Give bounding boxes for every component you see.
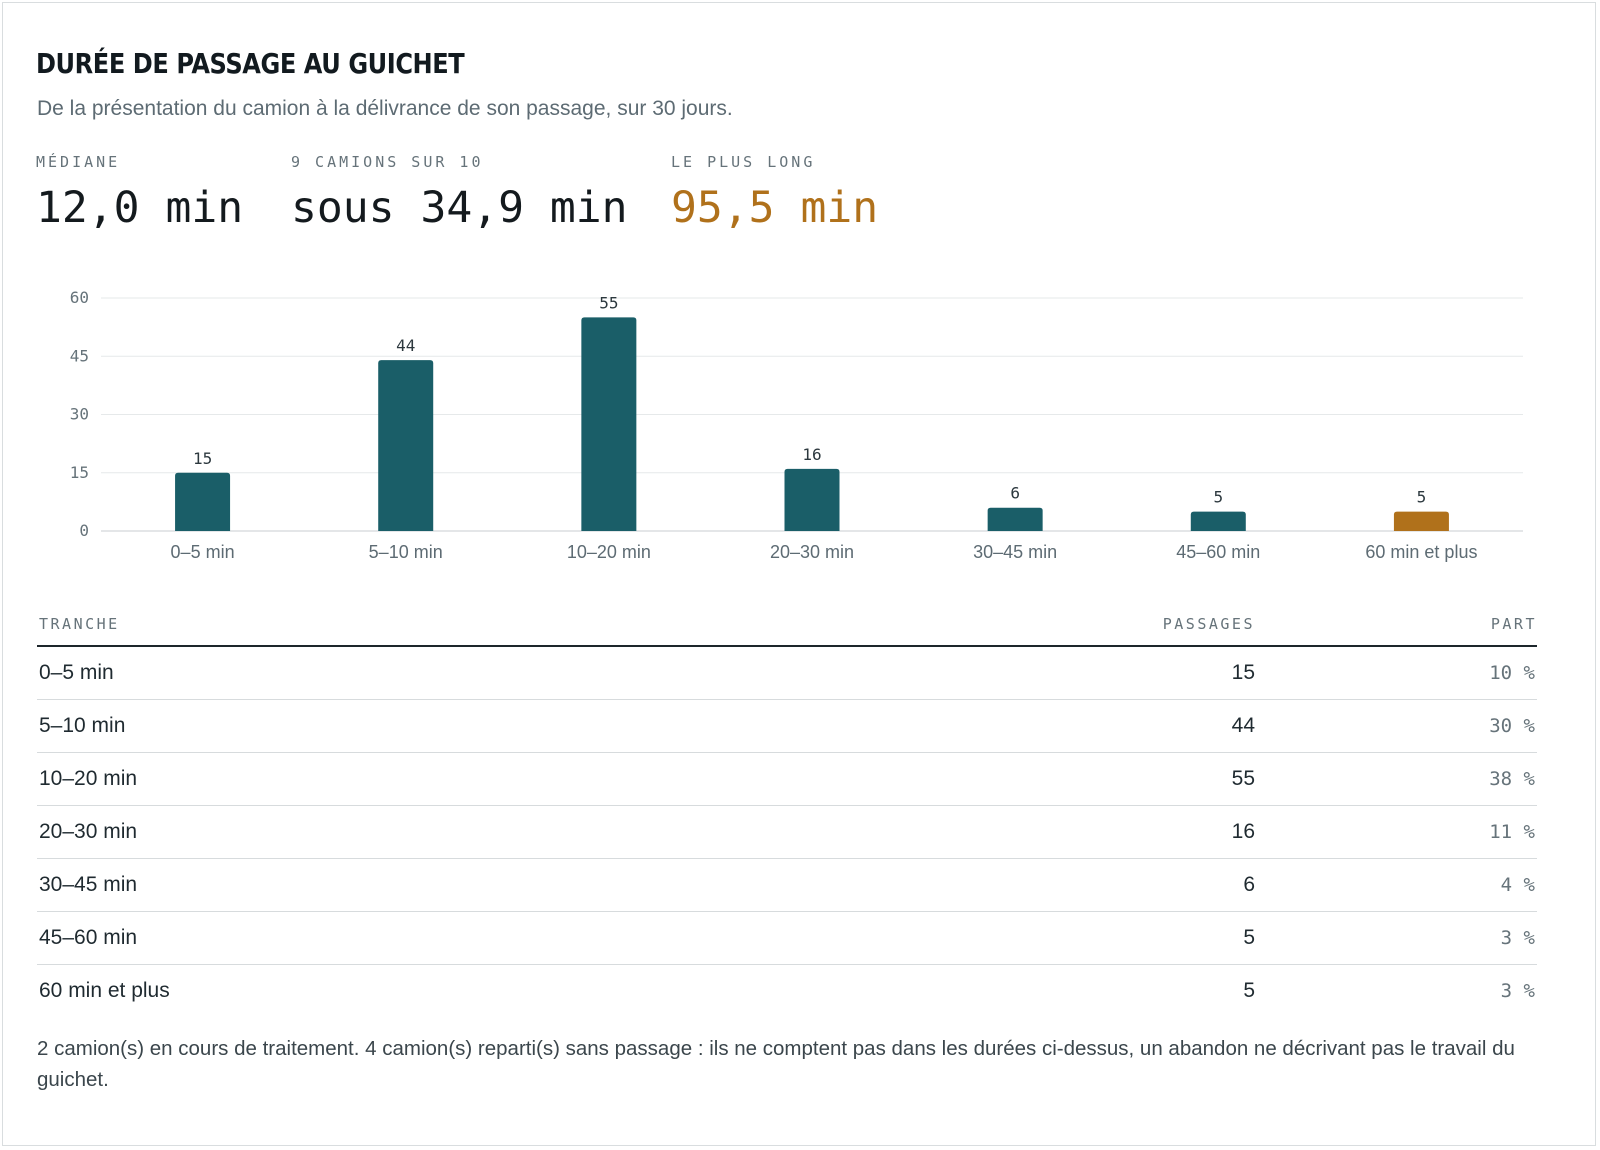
- table-row: 10–20 min 55 38 %: [37, 753, 1537, 806]
- row-share: 10 %: [1489, 662, 1535, 684]
- row-count: 16: [1231, 820, 1255, 843]
- table-row: 30–45 min 6 4 %: [37, 859, 1537, 912]
- bar-value-label: 6: [1010, 484, 1020, 503]
- row-range: 5–10 min: [39, 714, 126, 737]
- footnote: 2 camion(s) en cours de traitement. 4 ca…: [37, 1037, 1515, 1091]
- stat-ninety-value: sous 34,9 min: [291, 183, 628, 233]
- y-tick-label: 45: [70, 346, 89, 365]
- bar: [581, 317, 637, 531]
- x-tick-label: 60 min et plus: [1365, 542, 1477, 562]
- bar: [1190, 511, 1246, 531]
- row-range: 10–20 min: [39, 767, 138, 790]
- row-range: 20–30 min: [39, 820, 138, 843]
- bar: [784, 468, 840, 531]
- y-tick-label: 30: [70, 405, 89, 424]
- row-share: 4 %: [1500, 874, 1535, 896]
- header-range: TRANCHE: [39, 615, 120, 633]
- stat-ninety-label: 9 CAMIONS SUR 10: [291, 153, 484, 171]
- bar-value-label: 5: [1417, 488, 1427, 507]
- x-tick-label: 20–30 min: [770, 542, 854, 562]
- bar: [378, 360, 434, 531]
- row-count: 5: [1243, 926, 1255, 949]
- row-range: 30–45 min: [39, 873, 138, 896]
- table-row: 0–5 min 15 10 %: [37, 647, 1537, 700]
- bar: [1393, 511, 1449, 531]
- stat-ninety: 9 CAMIONS SUR 10 sous 34,9 min: [291, 153, 628, 233]
- table-row: 45–60 min 5 3 %: [37, 912, 1537, 965]
- x-tick-label: 10–20 min: [567, 542, 651, 562]
- breakdown-table: TRANCHE PASSAGES PART 0–5 min 15 10 % 5–…: [37, 609, 1537, 1017]
- stat-longest-value: 95,5 min: [671, 183, 879, 233]
- x-tick-label: 5–10 min: [369, 542, 443, 562]
- chart-title: DURÉE DE PASSAGE AU GUICHET: [36, 47, 465, 80]
- chart-subtitle: De la présentation du camion à la délivr…: [37, 97, 733, 120]
- row-range: 60 min et plus: [39, 979, 170, 1002]
- row-range: 0–5 min: [39, 661, 114, 684]
- row-count: 15: [1231, 661, 1255, 684]
- row-share: 38 %: [1489, 768, 1535, 790]
- stat-median-label: MÉDIANE: [36, 153, 121, 171]
- y-tick-label: 0: [79, 521, 89, 540]
- x-tick-label: 0–5 min: [171, 542, 235, 562]
- bar-value-label: 5: [1213, 488, 1223, 507]
- row-count: 5: [1243, 979, 1255, 1002]
- table-row: 5–10 min 44 30 %: [37, 700, 1537, 753]
- x-tick-label: 30–45 min: [973, 542, 1057, 562]
- bar: [987, 507, 1043, 531]
- row-count: 44: [1231, 714, 1255, 737]
- y-tick-label: 15: [70, 463, 89, 482]
- bar-value-label: 44: [396, 336, 415, 355]
- stat-longest: LE PLUS LONG 95,5 min: [671, 153, 878, 233]
- table-row: 60 min et plus 5 3 %: [37, 965, 1537, 1017]
- row-count: 55: [1231, 767, 1255, 790]
- row-share: 30 %: [1489, 715, 1535, 737]
- y-tick-label: 60: [70, 288, 89, 307]
- row-share: 3 %: [1500, 980, 1535, 1002]
- bar-value-label: 15: [193, 449, 212, 468]
- x-tick-label: 45–60 min: [1176, 542, 1260, 562]
- row-share: 3 %: [1500, 927, 1535, 949]
- header-share: PART: [1490, 615, 1537, 633]
- stat-median: MÉDIANE 12,0 min: [36, 153, 243, 233]
- stat-median-value: 12,0 min: [36, 183, 244, 233]
- table-header: TRANCHE PASSAGES PART: [37, 609, 1537, 647]
- row-share: 11 %: [1489, 821, 1535, 843]
- bar-value-label: 55: [599, 293, 618, 312]
- bar: [175, 472, 231, 531]
- table-row: 20–30 min 16 11 %: [37, 806, 1537, 859]
- row-range: 45–60 min: [39, 926, 138, 949]
- row-count: 6: [1243, 873, 1255, 896]
- bar-value-label: 16: [802, 445, 821, 464]
- header-count: PASSAGES: [1162, 615, 1255, 633]
- stat-longest-label: LE PLUS LONG: [671, 153, 816, 171]
